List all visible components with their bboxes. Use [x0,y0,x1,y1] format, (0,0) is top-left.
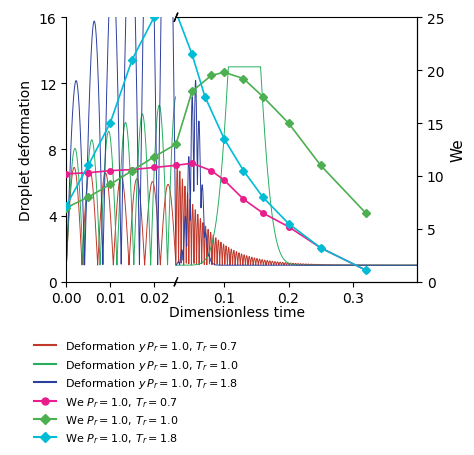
Y-axis label: Droplet deformation: Droplet deformation [19,80,33,221]
Text: Dimensionless time: Dimensionless time [169,305,305,319]
Y-axis label: We: We [450,138,465,162]
Legend: Deformation $y\,P_r = 1.0,\,T_r = 0.7$, Deformation $y\,P_r = 1.0,\,T_r = 1.0$, : Deformation $y\,P_r = 1.0,\,T_r = 0.7$, … [29,335,243,450]
